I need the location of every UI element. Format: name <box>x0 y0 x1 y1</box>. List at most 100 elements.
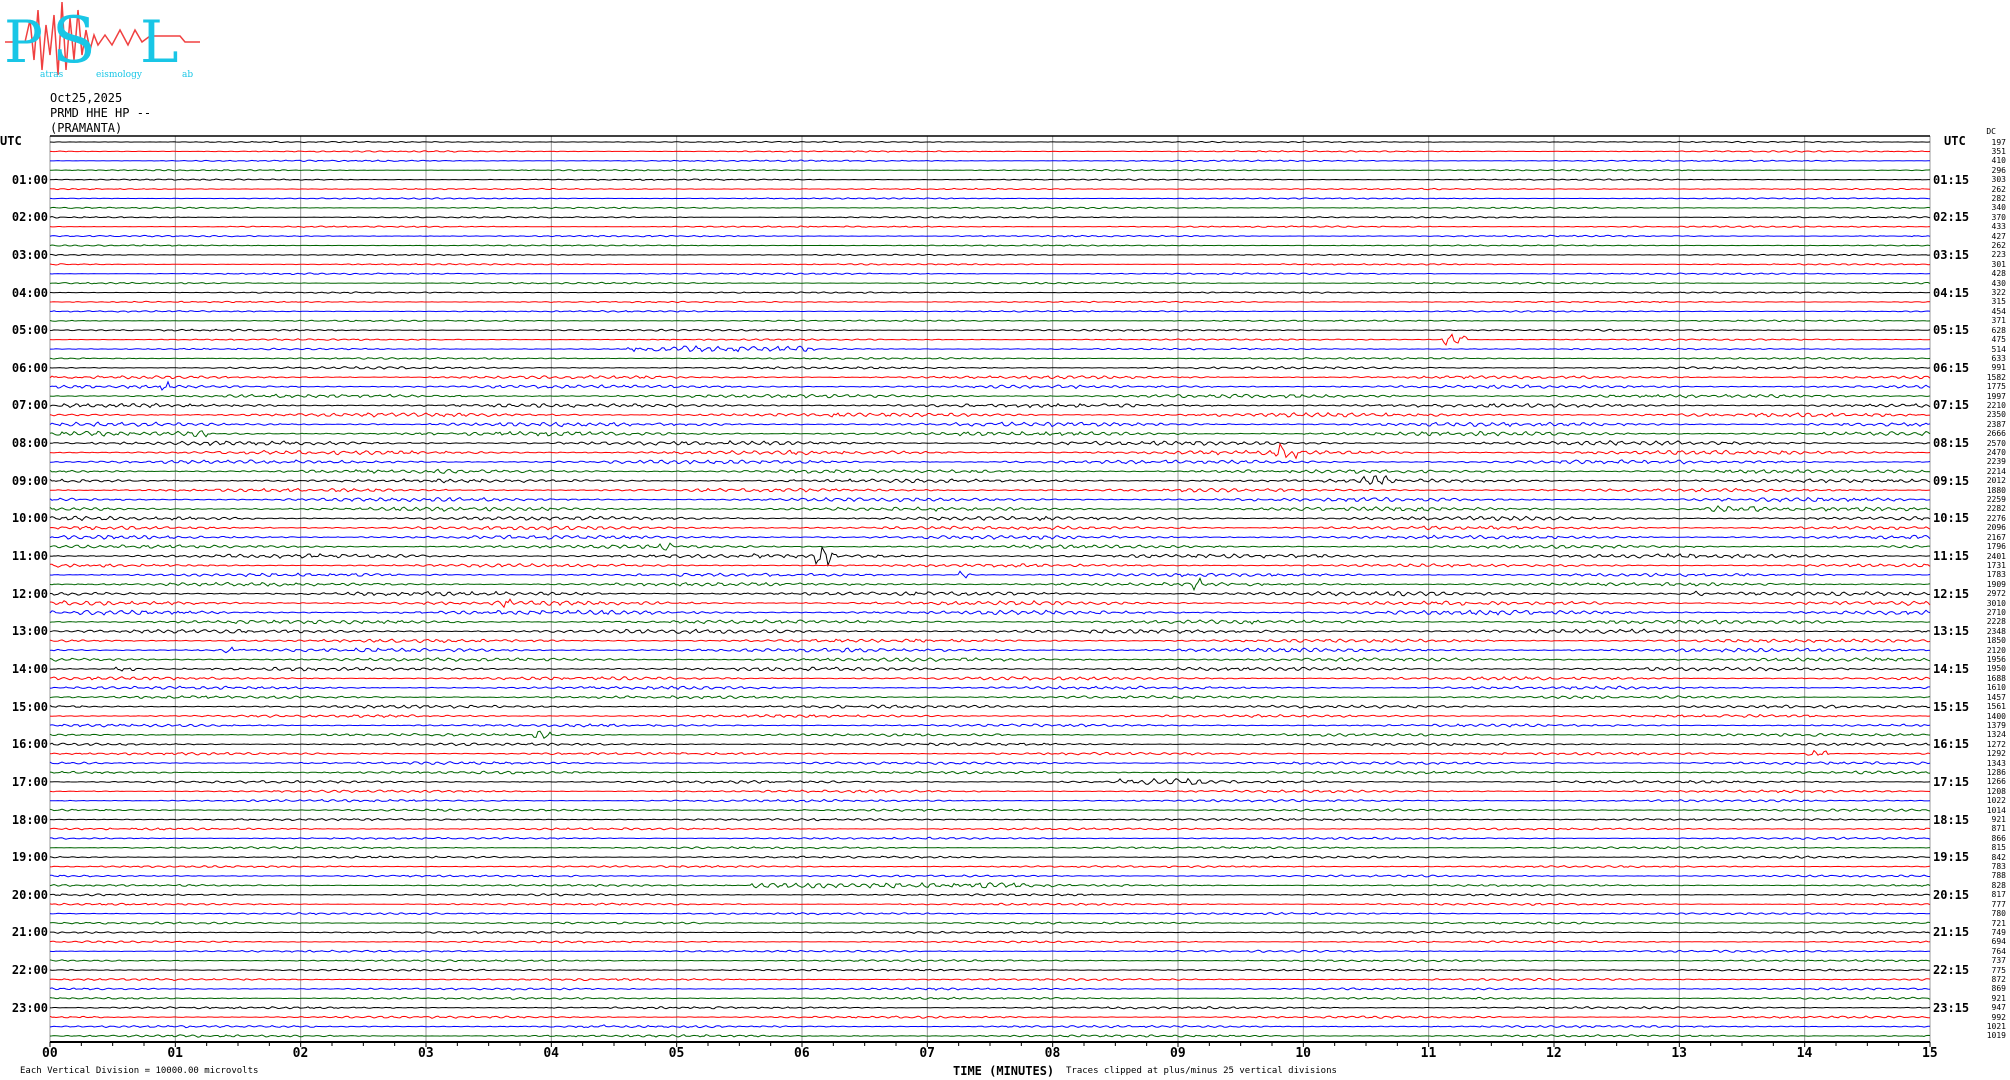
row-value: 780 <box>1991 909 2006 919</box>
trace-row-41 <box>49 525 1931 531</box>
hour-label-right: 16:15 <box>1933 737 1970 752</box>
row-value: 694 <box>1991 937 2006 947</box>
row-value: 427 <box>1991 231 2006 241</box>
row-value: 1688 <box>1986 673 2006 683</box>
row-value: 1880 <box>1986 485 2006 495</box>
trace-row-91 <box>49 996 1931 1000</box>
row-value: 1286 <box>1986 767 2006 777</box>
trace-row-57 <box>49 676 1931 681</box>
trace-row-14 <box>49 272 1931 276</box>
trace-row-59 <box>49 695 1931 700</box>
trace-row-65 <box>49 749 1931 756</box>
row-value: 737 <box>1991 956 2006 966</box>
row-value: 1731 <box>1986 560 2006 570</box>
row-value: 410 <box>1991 156 2006 166</box>
hour-label-right: 04:15 <box>1933 285 1970 300</box>
row-value: 775 <box>1991 965 2006 975</box>
trace-row-6 <box>49 197 1931 200</box>
row-value: 322 <box>1991 288 2006 298</box>
trace-row-2 <box>50 159 1931 163</box>
hour-label-right: 14:15 <box>1933 661 1970 676</box>
x-tick-label: 00 <box>42 1046 58 1061</box>
row-value: 2210 <box>1986 400 2006 410</box>
x-tick-label: 10 <box>1295 1046 1311 1061</box>
row-value: 1400 <box>1986 711 2006 721</box>
trace-row-25 <box>49 375 1931 380</box>
trace-row-22 <box>50 345 1931 353</box>
hour-label-left: 06:00 <box>11 360 48 375</box>
row-value: 749 <box>1991 927 2006 937</box>
row-value: 1292 <box>1986 749 2006 759</box>
row-value: 428 <box>1991 269 2006 279</box>
row-value: 815 <box>1991 843 2006 853</box>
trace-row-33 <box>49 442 1931 460</box>
row-value: 2239 <box>1986 457 2006 467</box>
trace-row-50 <box>49 609 1931 616</box>
hour-label-left: 13:00 <box>11 624 48 639</box>
hour-label-left: 14:00 <box>11 661 48 676</box>
hour-label-left: 11:00 <box>11 549 48 564</box>
row-value: 921 <box>1991 993 2006 1003</box>
trace-row-34 <box>50 459 1931 465</box>
psl-logo: P S L atras eismology ab <box>4 1 200 80</box>
row-value: 1909 <box>1986 579 2006 589</box>
row-value: 454 <box>1991 306 2006 316</box>
row-value: 992 <box>1991 1012 2006 1022</box>
row-value: 2167 <box>1986 532 2006 542</box>
trace-row-83 <box>49 921 1931 925</box>
trace-row-90 <box>49 987 1931 991</box>
trace-row-47 <box>49 577 1931 592</box>
x-tick-label: 05 <box>668 1046 685 1061</box>
row-value: 1021 <box>1986 1022 2006 1032</box>
hour-label-right: 07:15 <box>1933 398 1970 413</box>
x-tick-label: 14 <box>1796 1046 1813 1061</box>
row-value: 2470 <box>1986 448 2006 458</box>
row-value: 2666 <box>1986 429 2006 439</box>
row-value: 2401 <box>1986 551 2006 561</box>
hour-label-right: 02:15 <box>1933 210 1970 225</box>
trace-row-20 <box>49 328 1931 332</box>
row-value: 3010 <box>1986 598 2006 608</box>
date-label: Oct25,2025 <box>50 91 123 105</box>
row-value: 2570 <box>1986 438 2006 448</box>
hour-label-right: 11:15 <box>1933 549 1970 564</box>
trace-row-48 <box>49 590 1931 597</box>
row-value: 1783 <box>1986 570 2006 580</box>
trace-row-73 <box>49 827 1931 831</box>
row-value: 1343 <box>1986 758 2006 768</box>
trace-row-53 <box>49 638 1931 644</box>
hour-label-left: 04:00 <box>11 285 48 300</box>
row-value: 296 <box>1991 165 2006 175</box>
trace-row-38 <box>49 496 1931 503</box>
trace-row-52 <box>49 628 1931 635</box>
row-value: 197 <box>1991 137 2006 147</box>
row-value: 1014 <box>1986 805 2006 815</box>
row-value: 1796 <box>1986 542 2006 552</box>
x-tick-label: 15 <box>1922 1046 1938 1061</box>
trace-row-37 <box>49 487 1931 493</box>
trace-row-71 <box>49 808 1931 812</box>
trace-row-29 <box>49 411 1931 418</box>
x-tick-label: 11 <box>1420 1046 1437 1061</box>
trace-row-69 <box>49 789 1931 794</box>
x-tick-label: 04 <box>543 1046 559 1061</box>
trace-row-0 <box>49 140 1931 144</box>
row-value: 1610 <box>1986 683 2006 693</box>
trace-row-40 <box>49 515 1931 522</box>
trace-row-27 <box>49 393 1931 399</box>
row-value: 282 <box>1991 193 2006 203</box>
row-value: 842 <box>1991 852 2006 862</box>
trace-row-31 <box>49 430 1931 438</box>
row-value: 2710 <box>1986 608 2006 617</box>
row-value: 866 <box>1991 833 2006 843</box>
hour-label-right: 09:15 <box>1933 473 1970 488</box>
trace-row-3 <box>49 168 1931 172</box>
hour-label-right: 19:15 <box>1933 850 1970 865</box>
trace-row-28 <box>49 402 1931 409</box>
trace-row-26 <box>49 380 1931 391</box>
trace-row-94 <box>49 1024 1931 1029</box>
row-value: 633 <box>1991 353 2006 363</box>
row-value: 2348 <box>1986 626 2006 636</box>
row-value: 2012 <box>1986 476 2006 486</box>
row-value: 433 <box>1991 222 2006 232</box>
